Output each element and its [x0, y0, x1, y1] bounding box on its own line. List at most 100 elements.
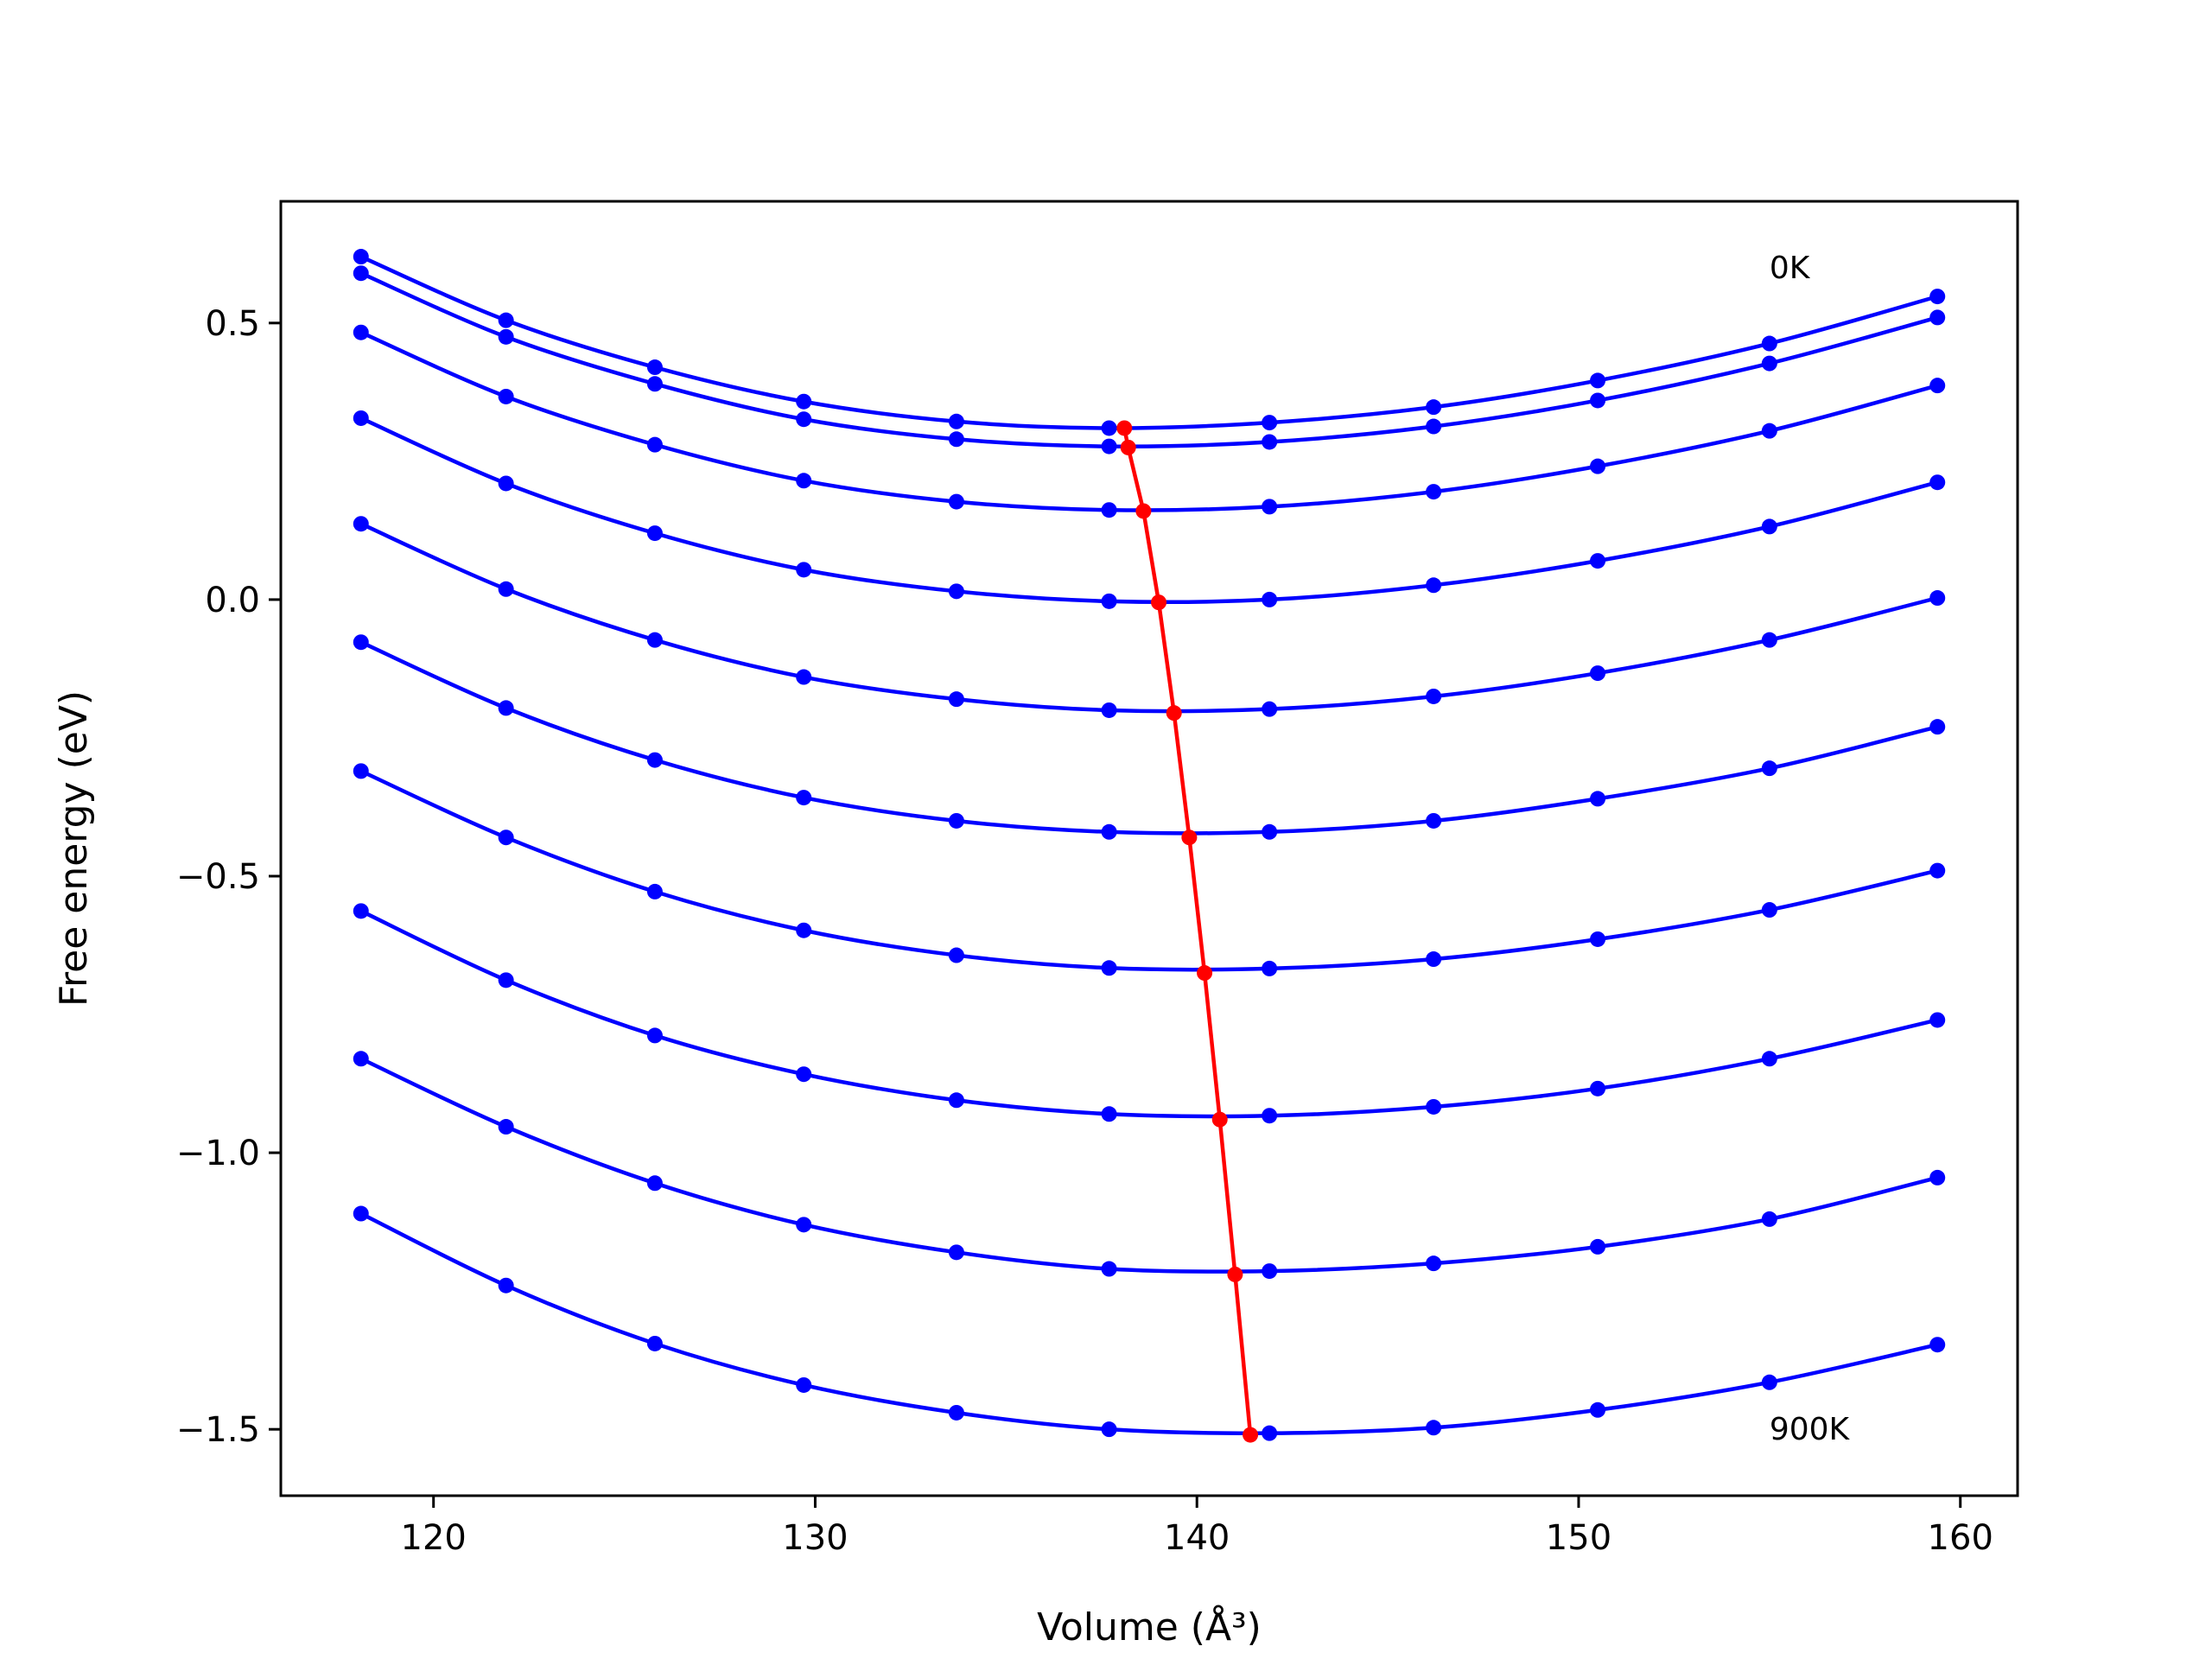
- minima-point-8: [1227, 1266, 1243, 1282]
- series-6-point-8: [1590, 931, 1606, 947]
- series-1-point-5: [1101, 438, 1117, 454]
- x-tick-label-1: 130: [782, 1518, 848, 1558]
- series-6-point-2: [646, 883, 663, 899]
- series-7-point-9: [1761, 1051, 1777, 1067]
- series-0-point-10: [1929, 289, 1946, 305]
- series-2-point-2: [646, 436, 663, 453]
- series-5-point-8: [1590, 791, 1606, 807]
- series-6-point-0: [353, 763, 369, 779]
- series-0-point-7: [1426, 399, 1442, 416]
- labels: Volume (Å³) Free energy (eV): [52, 690, 1262, 1649]
- y-tick-label-3: −1.0: [176, 1134, 260, 1173]
- series-2-point-6: [1262, 499, 1278, 515]
- series-7-point-5: [1101, 1106, 1117, 1122]
- axes: 120 130 140 150 160 0.5 0.0 −0.5 −1.0 −1.5: [176, 200, 2019, 1558]
- series-3-point-1: [498, 475, 514, 492]
- series-2-point-10: [1929, 378, 1946, 394]
- series-4-point-2: [646, 632, 663, 648]
- series-2-point-5: [1101, 502, 1117, 518]
- series-6-point-10: [1929, 862, 1946, 879]
- minima-point-2: [1135, 503, 1152, 519]
- series-8-point-3: [796, 1217, 812, 1233]
- series-7-point-7: [1426, 1098, 1442, 1115]
- y-tick-label-4: −1.5: [176, 1410, 260, 1450]
- series-5-point-0: [353, 634, 369, 651]
- series-1-point-1: [498, 328, 514, 345]
- y-tick-label-2: −0.5: [176, 857, 260, 897]
- series-0-point-4: [948, 413, 964, 429]
- series-1-point-6: [1262, 434, 1278, 450]
- series-5-point-1: [498, 700, 514, 716]
- series-2-point-3: [796, 473, 812, 489]
- minima-line: [1122, 428, 1253, 1435]
- series-4-point-0: [353, 516, 369, 532]
- minima-point-7: [1211, 1111, 1228, 1128]
- series-9-point-5: [1101, 1421, 1117, 1438]
- series-6-point-9: [1761, 902, 1777, 918]
- series-1-point-8: [1590, 392, 1606, 409]
- series-6-point-7: [1426, 951, 1442, 968]
- x-tick-label-0: 120: [401, 1518, 467, 1558]
- series-5-point-9: [1761, 760, 1777, 777]
- series-4-point-9: [1761, 632, 1777, 648]
- series-5-point-2: [646, 752, 663, 768]
- series-4-point-1: [498, 581, 514, 597]
- series-7-point-6: [1262, 1108, 1278, 1124]
- series-1-point-2: [646, 376, 663, 392]
- series-7-point-1: [498, 972, 514, 988]
- series-1-point-7: [1426, 418, 1442, 435]
- minima-point-6: [1197, 965, 1213, 982]
- x-axis-label: Volume (Å³): [1037, 1604, 1262, 1649]
- series-0-point-5: [1101, 420, 1117, 436]
- series-4-point-8: [1590, 665, 1606, 682]
- series-7-point-4: [948, 1092, 964, 1109]
- series-9-point-2: [646, 1335, 663, 1351]
- series-2-point-9: [1761, 423, 1777, 439]
- series-4-point-4: [948, 691, 964, 708]
- y-axis-label: Free energy (eV): [52, 690, 96, 1007]
- series-5-point-6: [1262, 823, 1278, 840]
- series-3-point-8: [1590, 553, 1606, 569]
- minima-point-9: [1243, 1427, 1259, 1443]
- series-1-point-0: [353, 265, 369, 282]
- series-0-point-0: [353, 249, 369, 265]
- series-5-point-3: [796, 790, 812, 806]
- y-tick-label-0: 0.5: [205, 304, 260, 344]
- series-6-point-4: [948, 947, 964, 963]
- series-8-point-9: [1761, 1211, 1777, 1227]
- minima-point-0: [1116, 420, 1133, 436]
- annotation-0: 0K: [1770, 251, 1811, 286]
- series-9-point-0: [353, 1205, 369, 1222]
- axes-frame: [279, 200, 2019, 1497]
- series-7-point-8: [1590, 1080, 1606, 1096]
- series-2-point-4: [948, 493, 964, 510]
- minima-point-1: [1120, 439, 1136, 455]
- series-0-point-9: [1761, 335, 1777, 352]
- series-8-point-10: [1929, 1169, 1946, 1185]
- x-tick-label-4: 160: [1928, 1518, 1993, 1558]
- series-5-point-7: [1426, 812, 1442, 829]
- series-6-point-6: [1262, 960, 1278, 976]
- minima-point-4: [1166, 705, 1182, 721]
- series-0-point-6: [1262, 415, 1278, 431]
- series-3-point-9: [1761, 518, 1777, 535]
- x-tick-label-3: 150: [1546, 1518, 1611, 1558]
- series-9-point-4: [948, 1404, 964, 1421]
- series-9-point-9: [1761, 1374, 1777, 1390]
- series-0-point-3: [796, 393, 812, 410]
- series-3-point-4: [948, 583, 964, 600]
- series-3-point-7: [1426, 577, 1442, 594]
- series-8-point-6: [1262, 1263, 1278, 1280]
- series-3-point-2: [646, 525, 663, 542]
- series-4-point-7: [1426, 688, 1442, 704]
- series-2-point-0: [353, 324, 369, 340]
- minima-point-5: [1181, 830, 1198, 846]
- series-1-point-9: [1761, 355, 1777, 372]
- series-8-point-1: [498, 1119, 514, 1135]
- minima-point-3: [1151, 594, 1167, 611]
- series-9-point-7: [1426, 1420, 1442, 1436]
- series-0-point-8: [1590, 372, 1606, 389]
- series-5-point-10: [1929, 719, 1946, 735]
- series-5-point-5: [1101, 823, 1117, 840]
- series-7-point-10: [1929, 1012, 1946, 1028]
